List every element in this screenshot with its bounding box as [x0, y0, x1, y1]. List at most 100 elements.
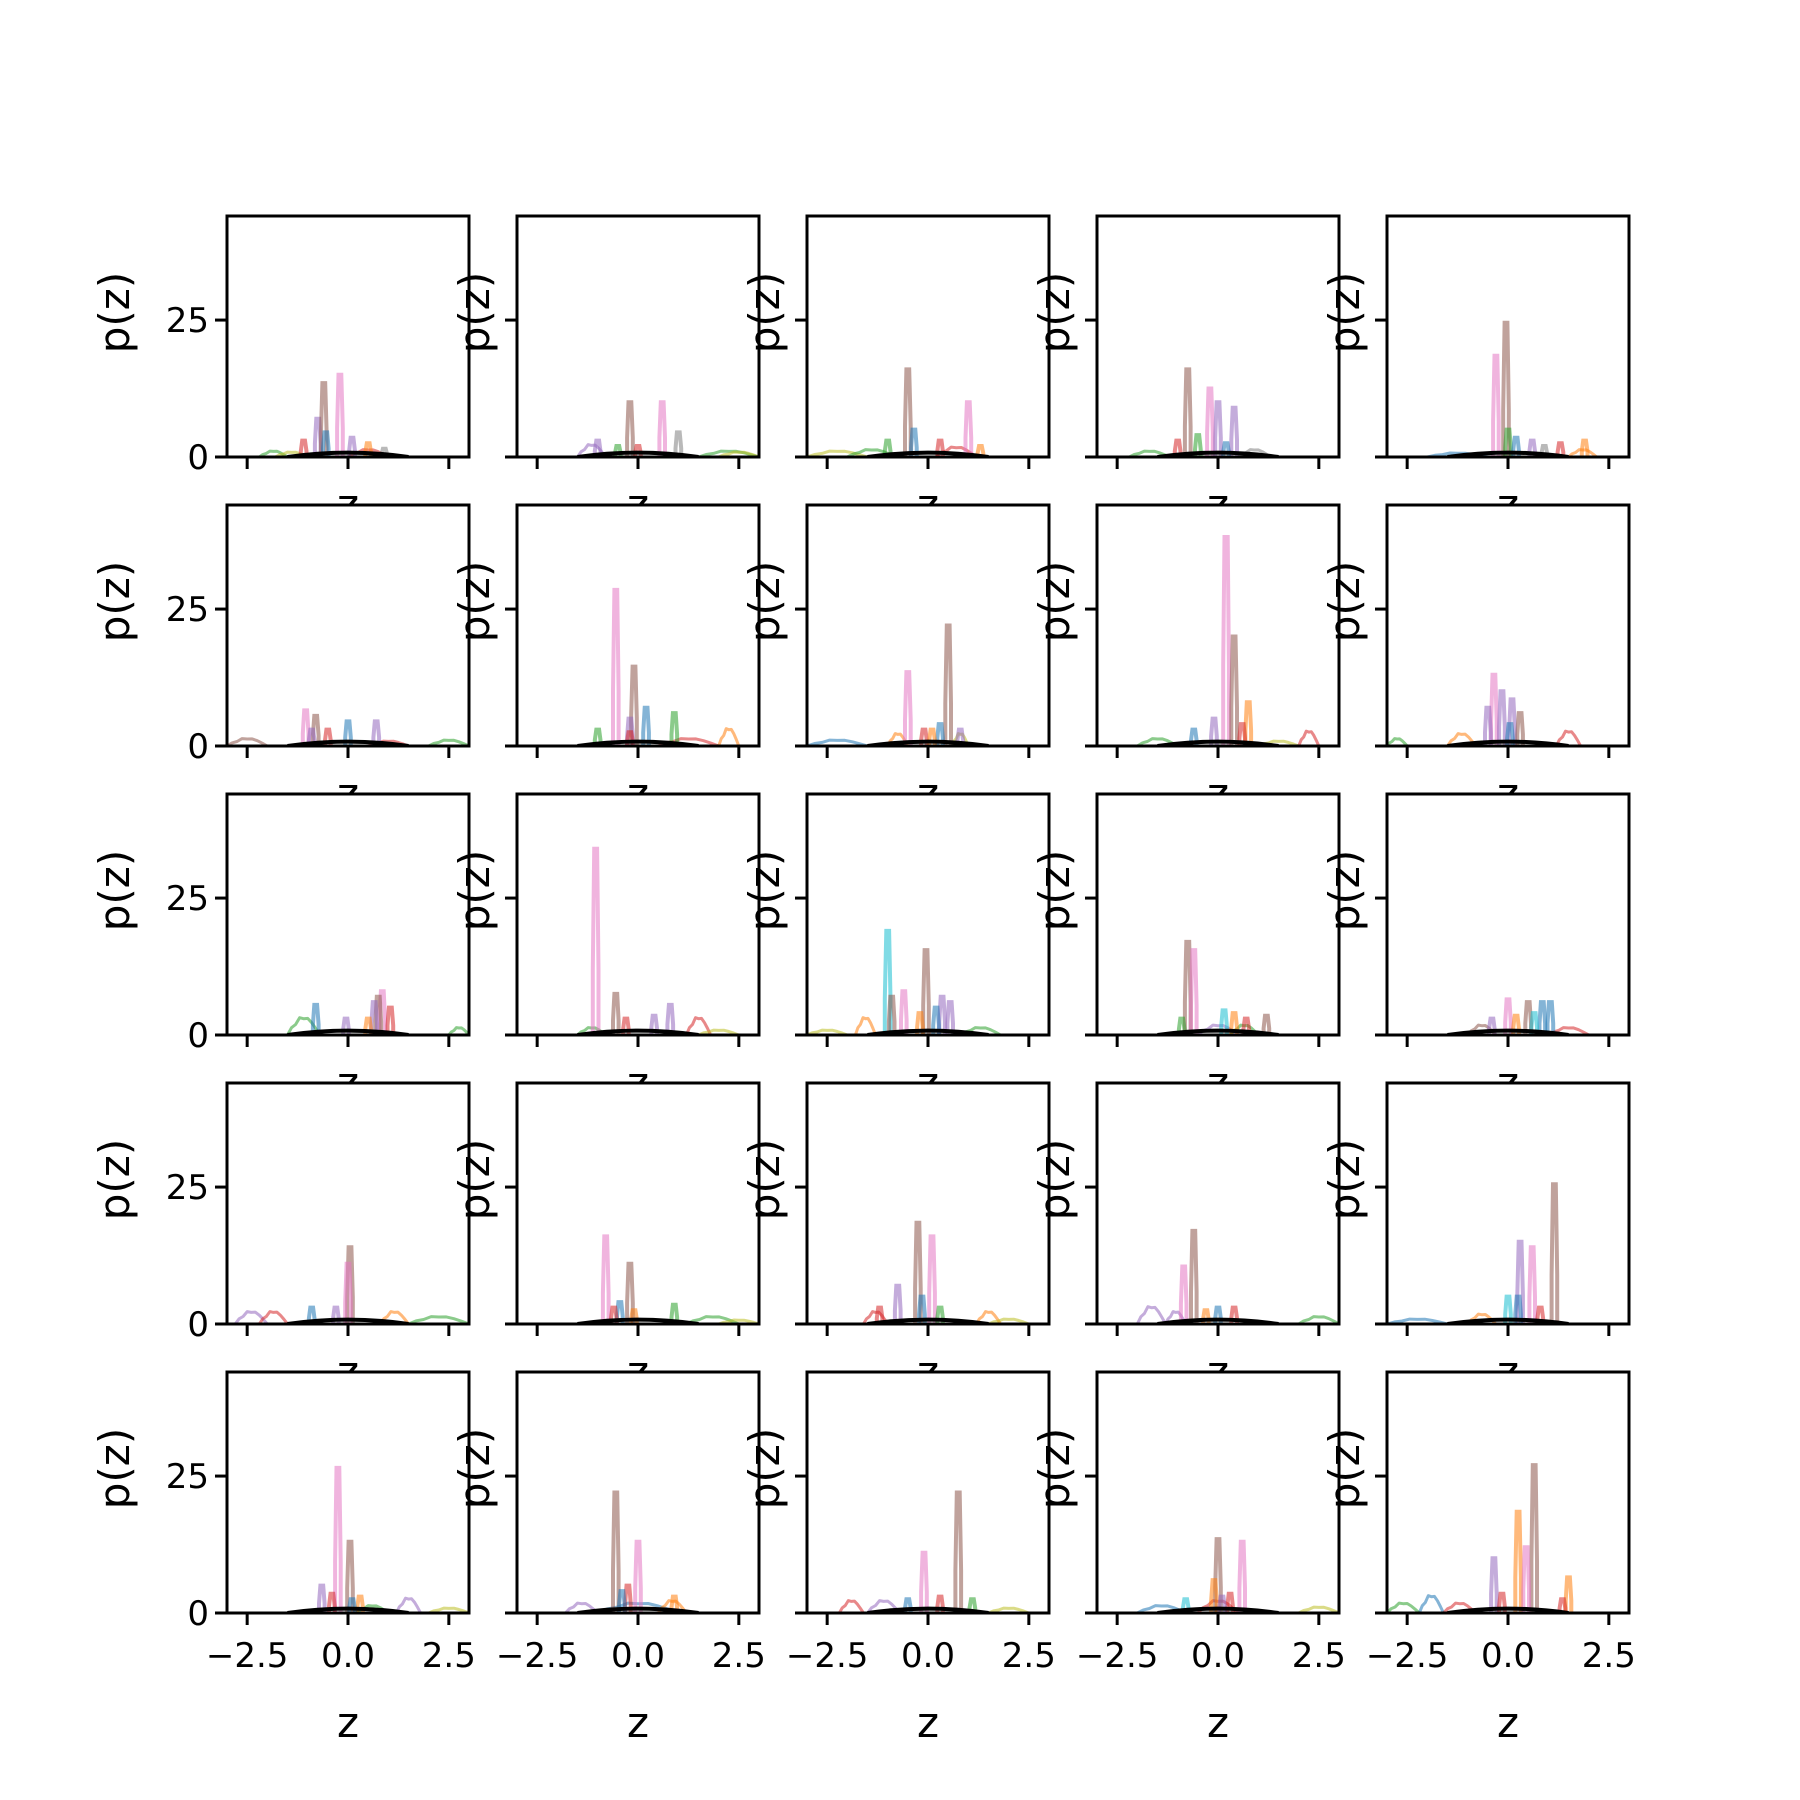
mean-density-line	[867, 1317, 989, 1324]
density-peak	[1213, 400, 1223, 457]
plot-area	[1387, 1463, 1574, 1613]
axes-frame-overlay	[515, 1081, 761, 1326]
y-axis-label: p(z)	[740, 1428, 789, 1509]
density-peak	[1489, 1556, 1499, 1613]
density-peak	[641, 705, 651, 746]
y-axis-label: p(z)	[740, 1139, 789, 1220]
y-tick-label: 0	[187, 1016, 209, 1056]
subplot-r4-c5: zp(z)	[1320, 1081, 1631, 1396]
density-peak	[625, 1261, 635, 1324]
y-tick-label: 0	[187, 438, 209, 478]
subplot-r3-c2: zp(z)	[450, 792, 761, 1107]
mean-density-line	[1157, 739, 1279, 746]
density-peak	[592, 438, 603, 457]
density-bump	[1387, 1601, 1421, 1613]
density-peak	[1229, 405, 1239, 457]
y-tick-label: 0	[187, 727, 209, 767]
label-occluder	[227, 794, 469, 824]
x-tick-label: 0.0	[901, 1636, 955, 1676]
density-peak	[590, 846, 601, 1035]
axes-frame	[515, 1370, 761, 1615]
density-peak	[611, 587, 621, 746]
x-tick-label: 2.5	[1292, 1636, 1346, 1676]
mean-density-line	[287, 1606, 409, 1613]
subplot-r4-c4: zp(z)	[1030, 1081, 1341, 1396]
subplot-r1-c4: zp(z)	[1030, 214, 1341, 529]
x-tick-label: 0.0	[1481, 1636, 1535, 1676]
density-bump	[233, 1310, 269, 1324]
label-occluder	[517, 505, 759, 535]
label-occluder	[227, 505, 469, 535]
density-peak	[1513, 1509, 1523, 1613]
x-tick-label: 0.0	[611, 1636, 665, 1676]
density-peak	[886, 994, 897, 1035]
density-bump	[1297, 1315, 1339, 1324]
density-peak	[943, 623, 953, 746]
plot-area	[837, 1490, 1031, 1613]
density-peak	[1491, 353, 1501, 457]
mean-density-line	[1447, 450, 1569, 457]
x-axis-label: z	[627, 1698, 649, 1747]
density-peak	[1529, 1463, 1539, 1613]
label-occluder	[807, 505, 1049, 535]
y-axis-label: p(z)	[1030, 1139, 1079, 1220]
density-peak	[1545, 1000, 1556, 1035]
y-tick-label: 25	[166, 590, 209, 630]
density-peak	[310, 1002, 321, 1035]
axes-frame	[515, 792, 761, 1037]
density-bump	[1387, 1317, 1449, 1324]
density-peak	[1483, 705, 1493, 746]
x-tick-label: −2.5	[1076, 1636, 1159, 1676]
density-bump	[717, 727, 741, 746]
axes-frame-overlay	[1095, 503, 1341, 748]
density-bump	[1417, 1594, 1445, 1613]
subplot-r4-c3: zp(z)	[740, 1081, 1051, 1396]
density-peak	[927, 1234, 937, 1324]
plot-area	[257, 372, 409, 457]
density-peak	[321, 430, 331, 457]
density-peak	[1555, 441, 1566, 457]
y-axis-label: p(z)	[90, 1139, 139, 1220]
y-axis-label: p(z)	[1030, 1428, 1079, 1509]
density-peak	[1513, 1294, 1523, 1324]
density-peak	[1501, 320, 1511, 457]
density-peak	[1205, 386, 1215, 457]
mean-density-line	[577, 1317, 699, 1324]
density-peak	[673, 430, 684, 457]
density-peak	[1237, 1539, 1247, 1613]
density-peak	[371, 719, 382, 746]
mean-density-line	[1447, 739, 1569, 746]
subplot-r2-c4: zp(z)	[1030, 503, 1341, 818]
x-axis-label: z	[917, 1698, 939, 1747]
label-occluder	[227, 1083, 469, 1113]
y-tick-label: 25	[166, 1168, 209, 1208]
axes-frame-overlay	[1385, 503, 1631, 748]
y-axis-label: p(z)	[1030, 850, 1079, 931]
x-tick-label: 2.5	[1002, 1636, 1056, 1676]
plot-area	[807, 928, 1003, 1035]
density-peak	[915, 1011, 925, 1035]
density-peak	[1503, 997, 1513, 1035]
density-peak	[1527, 1245, 1537, 1324]
density-peak	[931, 1005, 941, 1035]
density-peak	[1557, 1597, 1568, 1613]
x-axis-label: z	[1497, 1698, 1519, 1747]
mean-density-line	[1157, 450, 1279, 457]
plot-area	[576, 400, 759, 457]
density-peak	[903, 670, 913, 746]
mean-density-line	[1447, 1606, 1569, 1613]
density-peak	[1182, 367, 1193, 457]
subplot-r5-c3: −2.5 0.0 2.5 z p(z)	[740, 1370, 1056, 1747]
y-axis-label: p(z)	[1320, 850, 1369, 931]
axes-frame-overlay	[805, 1081, 1051, 1326]
density-peak	[611, 1490, 621, 1613]
mean-density-line	[577, 1028, 699, 1035]
axes-frame	[515, 214, 761, 459]
label-occluder	[1097, 1372, 1339, 1402]
plot-area	[1135, 1537, 1339, 1613]
density-peak	[335, 372, 345, 457]
plot-area	[1135, 514, 1321, 746]
